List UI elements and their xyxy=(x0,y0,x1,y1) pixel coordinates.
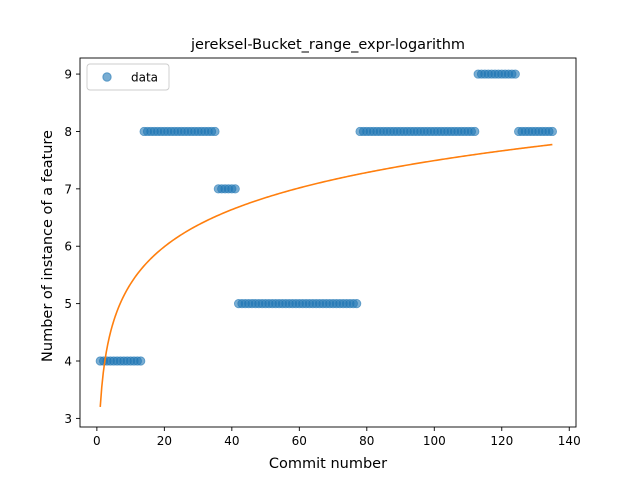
data-point xyxy=(547,126,557,137)
chart-title: jereksel-Bucket_range_expr-logarithm xyxy=(190,37,465,53)
y-tick-label: 3 xyxy=(64,412,72,426)
x-tick-label: 60 xyxy=(292,434,307,448)
y-axis: 3 4 5 6 7 8 9 xyxy=(64,68,80,426)
x-tick-label: 20 xyxy=(157,434,172,448)
y-tick-label: 9 xyxy=(64,68,72,82)
legend-marker xyxy=(102,72,112,82)
y-tick-label: 4 xyxy=(64,355,72,369)
x-tick-label: 120 xyxy=(490,434,513,448)
x-tick-label: 80 xyxy=(359,434,374,448)
y-tick-label: 7 xyxy=(64,182,72,196)
data-point xyxy=(352,299,362,309)
x-tick-label: 0 xyxy=(93,434,101,448)
fit-line xyxy=(99,143,553,407)
axes-frame xyxy=(79,57,577,428)
legend: data xyxy=(86,63,170,91)
x-tick-label: 100 xyxy=(423,434,446,448)
y-tick-label: 6 xyxy=(64,240,72,254)
data-point xyxy=(136,356,146,366)
x-tick-label: 40 xyxy=(224,434,239,448)
x-tick-label: 140 xyxy=(558,434,581,448)
legend-box xyxy=(86,63,170,91)
data-point xyxy=(210,126,220,137)
data-point xyxy=(470,126,480,137)
y-tick-label: 5 xyxy=(64,297,72,311)
x-axis: 0 20 40 60 80 100 120 140 xyxy=(93,427,581,448)
x-axis-label: Commit number xyxy=(269,456,387,472)
y-tick-label: 8 xyxy=(64,125,72,139)
data-point xyxy=(230,184,240,194)
data-point xyxy=(510,69,520,79)
plot-area xyxy=(79,57,577,428)
legend-label: data xyxy=(131,71,158,85)
y-axis-label: Number of instance of a feature xyxy=(40,130,56,362)
